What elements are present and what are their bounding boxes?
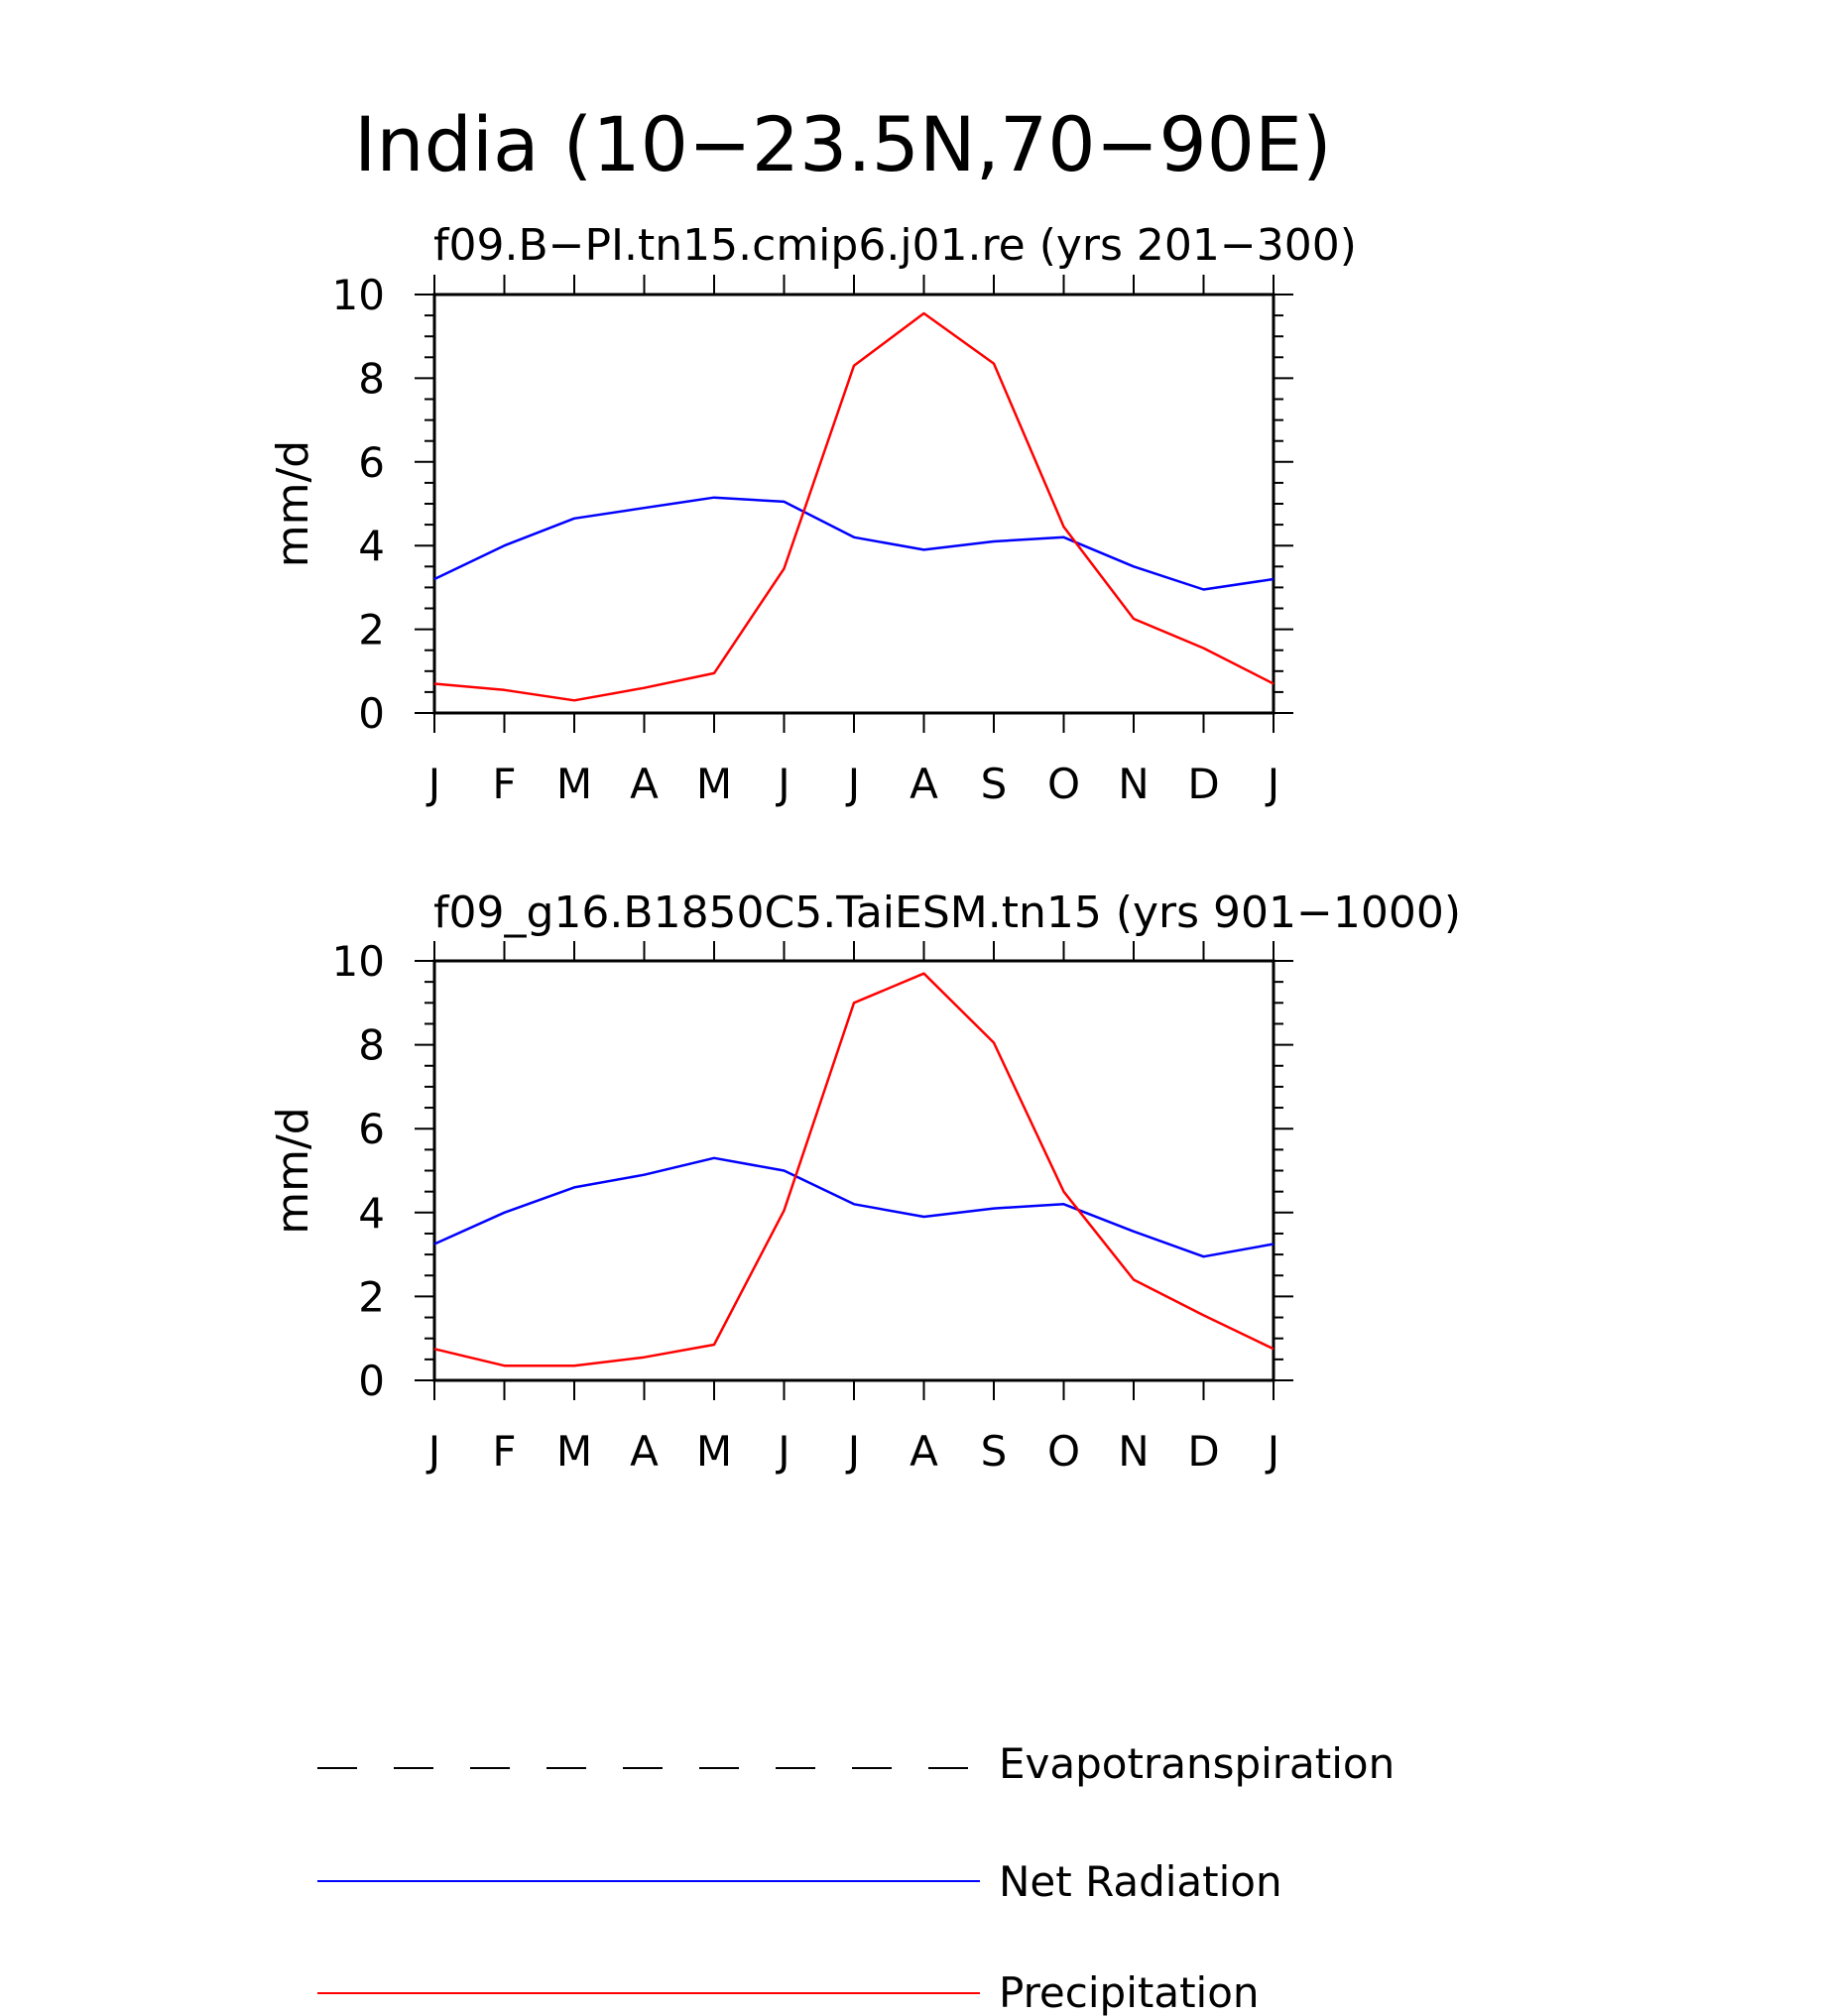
series-line-net-radiation xyxy=(433,1156,1275,1258)
x-tick-label: A xyxy=(630,1427,659,1476)
series-line-net-radiation xyxy=(433,496,1275,591)
y-axis-label: mm/d xyxy=(268,1107,318,1234)
x-tick-label: S xyxy=(981,1427,1008,1476)
x-tick-label: M xyxy=(556,760,592,808)
panel-top: f09.B−PI.tn15.cmip6.j01.re (yrs 201−300)… xyxy=(268,220,1357,808)
y-tick-label: 8 xyxy=(358,1021,385,1070)
x-tick-label: D xyxy=(1187,1427,1219,1476)
y-tick-label: 0 xyxy=(358,689,385,738)
x-tick-label: F xyxy=(492,1427,516,1476)
legend-label-precipitation: Precipitation xyxy=(999,1968,1260,2016)
plot-frame xyxy=(432,959,1275,1382)
y-tick-label: 10 xyxy=(332,937,385,986)
panel-bottom: f09_g16.B1850C5.TaiESM.tn15 (yrs 901−100… xyxy=(268,888,1461,1476)
panel-title: f09_g16.B1850C5.TaiESM.tn15 (yrs 901−100… xyxy=(433,888,1461,938)
x-tick-label: J xyxy=(1265,1427,1279,1476)
x-tick-label: N xyxy=(1118,760,1149,808)
x-tick-label: M xyxy=(556,1427,592,1476)
x-tick-label: J xyxy=(425,1427,440,1476)
x-tick-label: A xyxy=(910,1427,938,1476)
x-tick-label: M xyxy=(696,760,732,808)
y-tick-label: 2 xyxy=(358,1272,385,1321)
y-tick-label: 6 xyxy=(358,438,385,487)
y-tick-label: 10 xyxy=(332,271,385,319)
panel-title: f09.B−PI.tn15.cmip6.j01.re (yrs 201−300) xyxy=(433,220,1357,271)
legend-label-net-radiation: Net Radiation xyxy=(999,1857,1282,1906)
y-axis-label: mm/d xyxy=(268,440,318,567)
plot-frame xyxy=(432,293,1275,715)
y-tick-label: 2 xyxy=(358,606,385,654)
x-tick-label: O xyxy=(1047,1427,1080,1476)
y-tick-label: 6 xyxy=(358,1105,385,1153)
x-tick-label: A xyxy=(630,760,659,808)
y-tick-label: 4 xyxy=(358,1189,385,1238)
y-tick-label: 8 xyxy=(358,354,385,403)
x-tick-label: D xyxy=(1187,760,1219,808)
x-tick-label: M xyxy=(696,1427,732,1476)
x-tick-label: A xyxy=(910,760,938,808)
x-tick-label: J xyxy=(425,760,440,808)
y-tick-label: 0 xyxy=(358,1357,385,1405)
x-tick-label: J xyxy=(845,1427,860,1476)
legend: Evapotranspiration Net Radiation Precipi… xyxy=(317,1739,1395,2016)
series-line-precipitation xyxy=(433,311,1275,702)
x-tick-label: J xyxy=(1265,760,1279,808)
x-tick-label: J xyxy=(775,1427,789,1476)
x-tick-label: J xyxy=(775,760,789,808)
x-tick-label: S xyxy=(981,760,1008,808)
x-tick-label: J xyxy=(845,760,860,808)
x-tick-label: N xyxy=(1118,1427,1149,1476)
x-tick-label: O xyxy=(1047,760,1080,808)
y-tick-label: 4 xyxy=(358,522,385,570)
main-title: India (10−23.5N,70−90E) xyxy=(354,100,1332,188)
series-line-precipitation xyxy=(433,972,1275,1367)
legend-label-evapotranspiration: Evapotranspiration xyxy=(999,1739,1395,1788)
x-tick-label: F xyxy=(492,760,516,808)
